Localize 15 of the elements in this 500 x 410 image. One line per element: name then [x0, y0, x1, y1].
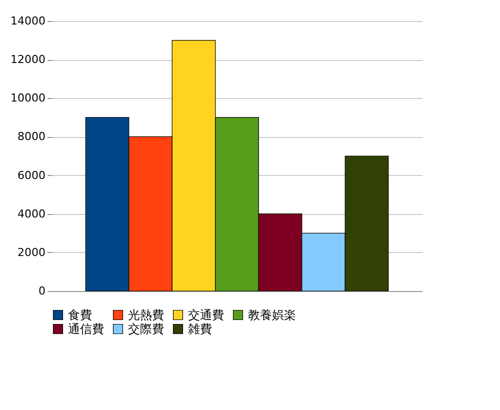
legend-label: 交通費 — [188, 308, 224, 322]
y-tick-label: 12000 — [10, 53, 46, 66]
legend-label: 通信費 — [68, 322, 104, 336]
y-tick-label: 6000 — [18, 168, 46, 182]
y-tick-label: 2000 — [18, 246, 46, 259]
y-tick-label: 10000 — [10, 92, 46, 105]
legend-label: 食費 — [68, 308, 92, 322]
legend-label: 光熱費 — [128, 308, 164, 322]
y-tick-label: 14000 — [10, 14, 46, 28]
y-tick-label: 4000 — [18, 207, 46, 220]
legend-label: 雑費 — [188, 322, 212, 336]
y-tick-label: 0 — [38, 284, 46, 298]
legend-label: 交際費 — [128, 322, 164, 336]
y-tick-label: 8000 — [18, 130, 46, 144]
legend-label: 教養娯楽 — [248, 308, 296, 322]
